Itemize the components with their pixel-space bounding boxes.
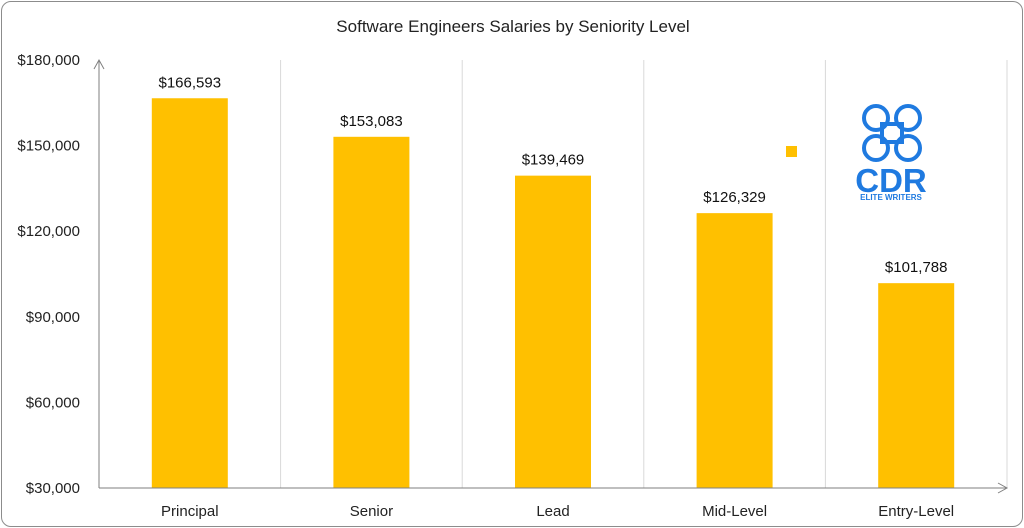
bar [151,98,228,488]
cdr-logo: CDR ELITE WRITERS [855,104,927,202]
bar [696,213,773,489]
y-axis-arrow [93,58,105,70]
x-axis-arrow [997,482,1009,494]
chart-title: Software Engineers Salaries by Seniority… [336,17,689,36]
bar [878,283,955,488]
category-label: Lead [536,503,569,520]
category-label: Mid-Level [702,503,767,520]
data-label: $139,469 [522,152,585,169]
y-tick-label: $90,000 [26,309,80,326]
y-tick-label: $30,000 [26,480,80,497]
category-label: Entry-Level [878,503,954,520]
data-label: $166,593 [159,74,222,91]
category-label: Principal [161,503,219,520]
category-labels: Principal Senior Lead Mid-Level Entry-Level [161,503,954,520]
logo-subtitle: ELITE WRITERS [860,193,922,202]
gridlines [280,60,1008,488]
bars [151,98,955,489]
y-tick-label: $180,000 [17,52,80,69]
cdr-knot-icon [862,104,922,162]
y-tick-label: $150,000 [17,138,80,155]
bar [333,136,410,489]
category-label: Senior [350,503,393,520]
legend-swatch [786,146,797,157]
y-axis-ticks: $30,000 $60,000 $90,000 $120,000 $150,000 $18… [17,52,80,497]
data-label: $101,788 [885,259,948,276]
data-label: $153,083 [340,113,403,130]
legend-marker [786,146,797,157]
axes [93,58,1009,494]
logo-text: CDR [855,162,927,199]
data-labels: $166,593 $153,083 $139,469 $126,329 $101,788 [159,74,948,276]
bar [515,175,591,489]
y-tick-label: $60,000 [26,394,80,411]
data-label: $126,329 [703,189,766,206]
y-tick-label: $120,000 [17,223,80,240]
